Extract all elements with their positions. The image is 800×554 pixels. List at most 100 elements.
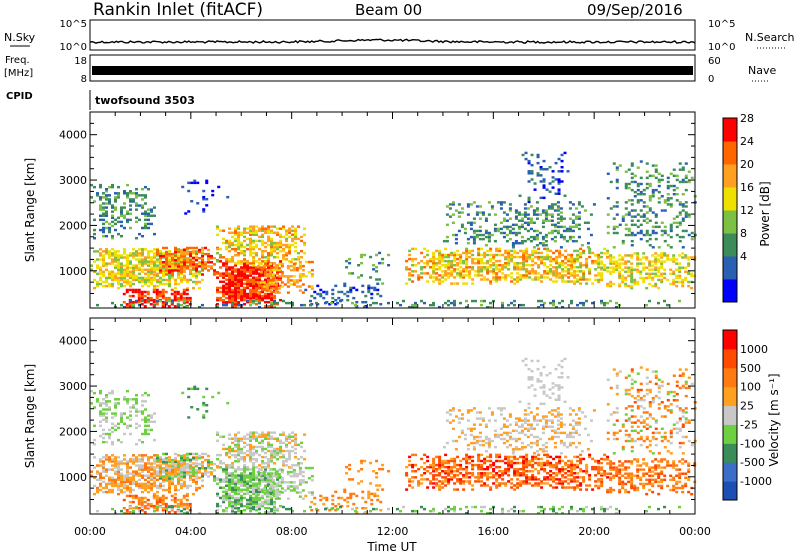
power-cell [603,301,606,305]
velocity-cell [129,460,132,463]
power-cell [240,294,244,298]
velocity-cell [370,492,374,496]
power-cell [303,227,307,230]
power-cell [138,218,141,222]
power-cell [126,196,129,199]
power-cell [156,280,159,284]
velocity-cell [261,445,265,449]
power-cell [630,223,634,227]
power-cell [292,264,296,268]
velocity-cell [361,490,365,494]
velocity-cell [161,500,165,504]
velocity-cell [243,455,247,459]
velocity-cell [348,478,352,481]
power-cell [450,251,454,255]
velocity-cell [264,462,268,465]
power-cell [93,250,96,253]
velocity-cell [201,472,204,475]
velocity-cell [129,486,132,490]
power-cell [618,264,622,267]
power-cell [606,249,610,253]
velocity-cell [138,464,141,467]
power-cell [651,268,655,271]
velocity-cell [432,478,436,481]
velocity-cell [441,463,445,467]
power-cell [102,206,105,209]
power-cell [219,296,223,300]
velocity-cell [105,408,108,411]
power-cell [180,280,183,284]
power-cell [256,264,260,268]
power-cell [237,276,241,279]
velocity-cell [201,465,205,468]
velocity-cell [222,494,226,498]
velocity-cell [417,467,421,471]
velocity-cell [432,486,436,489]
power-cell [298,262,302,266]
power-cell [202,189,206,193]
power-cell [600,268,604,271]
power-cell [343,282,347,286]
power-cell [654,284,658,288]
power-cell [162,252,165,255]
power-cell [159,262,162,265]
velocity-cell [249,451,253,455]
velocity-cell [102,398,105,401]
power-cell [261,290,265,294]
power-cell [484,244,488,247]
power-cell [483,278,487,281]
power-cell [156,264,159,267]
power-cell [539,168,543,171]
power-cell [273,296,277,300]
power-cell [174,254,178,258]
velocity-cell [231,462,235,465]
power-cell [337,290,341,294]
velocity-cell [291,449,295,453]
velocity-cell [240,478,244,481]
power-cell [102,228,105,232]
power-cell [684,270,688,274]
power-cell [141,252,144,255]
power-cell [669,225,673,229]
power-cell [624,227,628,231]
power-cell [528,255,532,259]
velocity-cell [273,468,277,471]
power-cell [555,272,559,275]
power-cell [681,178,685,182]
power-cell [264,262,268,265]
power-cell [261,268,265,271]
velocity-cell [252,451,256,455]
power-cell [216,303,220,306]
velocity-cell [201,456,204,459]
power-cell [355,300,359,304]
velocity-cell [150,488,153,492]
power-cell [548,190,552,193]
velocity-cell [102,480,105,484]
power-cell [651,254,655,257]
power-cell [240,249,244,253]
power-cell [531,268,535,271]
power-cell [557,157,561,161]
power-cell [520,239,524,243]
power-cell [141,264,144,267]
power-cell [483,255,487,259]
power-cell [255,225,259,228]
velocity-cell [294,443,298,447]
power-cell [360,261,364,265]
power-cell [552,257,556,261]
power-cell [559,219,563,222]
velocity-cell [188,502,192,506]
velocity-cell [274,474,278,478]
power-cell [396,301,399,305]
velocity-cell [174,471,178,474]
power-cell [577,227,581,231]
velocity-cell [183,456,187,460]
power-heatmap [90,151,697,309]
power-cell [156,250,160,254]
power-cell [153,268,156,271]
power-cell [108,200,111,203]
power-cell [432,253,436,257]
power-cell [198,270,201,274]
power-cell [90,183,93,187]
velocity-cell [138,486,141,490]
